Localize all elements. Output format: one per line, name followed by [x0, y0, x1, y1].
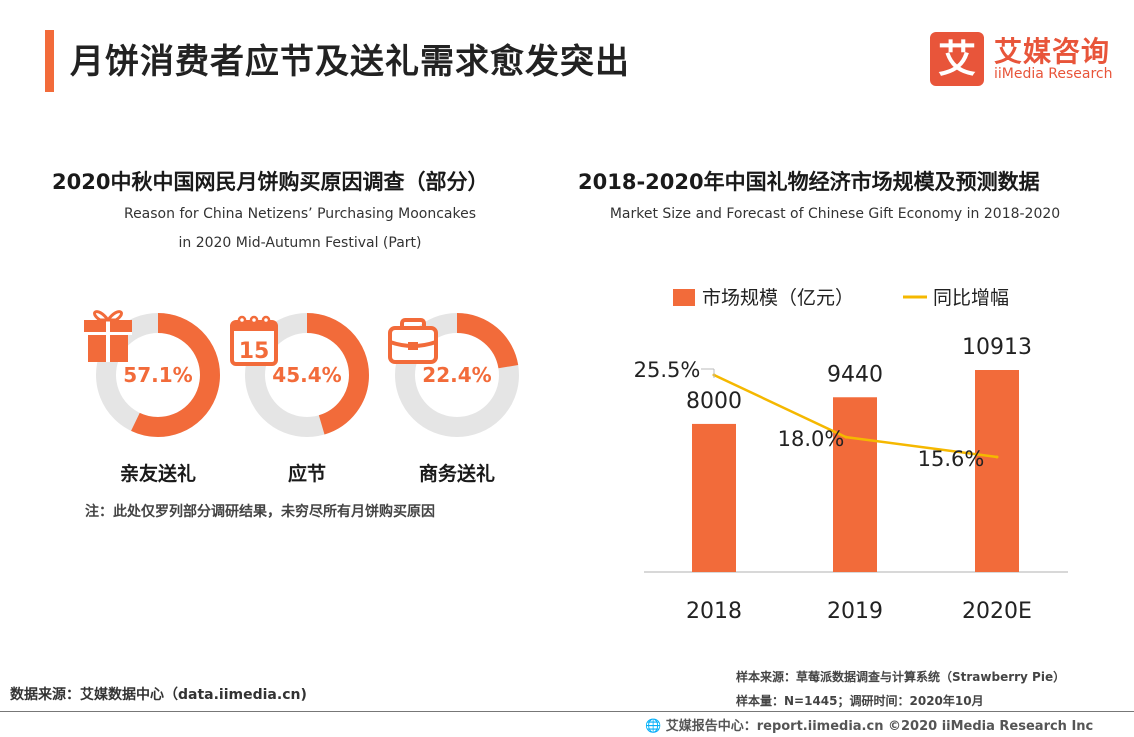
- donut-value-business: 22.4%: [422, 363, 491, 387]
- donut-label-business: 商务送礼: [418, 463, 495, 485]
- growth-point-2019: [844, 435, 848, 439]
- growth-value-label-2020E: 15.6%: [918, 447, 985, 471]
- legend-bar-label: 市场规模（亿元）: [702, 287, 854, 309]
- bar-2019: [833, 397, 877, 572]
- gift-icon: [84, 310, 132, 362]
- footer-divider: [0, 711, 1134, 712]
- donut-value-festival: 45.4%: [272, 363, 341, 387]
- x-tick-label-2018: 2018: [686, 599, 742, 624]
- bar-2020E: [975, 370, 1019, 572]
- bar-value-label-2019: 9440: [827, 362, 883, 387]
- donut-charts: 57.1% 45.4% 22.4% 15: [84, 310, 519, 437]
- right-section-subtitle: Market Size and Forecast of Chinese Gift…: [609, 206, 1061, 222]
- sample-size: 样本量：N=1445；调研时间：2020年10月: [736, 694, 984, 708]
- growth-value-label-2019: 18.0%: [778, 427, 845, 451]
- donut-label-festival: 应节: [287, 463, 326, 485]
- sample-source: 样本来源：草莓派数据调查与计算系统（Strawberry Pie）: [736, 670, 1066, 684]
- legend-bar-swatch: [673, 289, 695, 306]
- donut-arc-business: [395, 313, 519, 437]
- donut-arc-festival: [245, 313, 369, 437]
- bar-value-label-2018: 8000: [686, 389, 742, 414]
- briefcase-icon: [388, 318, 438, 364]
- calendar-icon: 15: [230, 315, 278, 366]
- donut-value-gift: 57.1%: [123, 363, 192, 387]
- donut-label-gift: 亲友送礼: [119, 463, 196, 485]
- gift-economy-chart: 市场规模（亿元） 同比增幅 8000 2018 9440 2019 10913 2020E…: [634, 287, 1068, 624]
- left-section-title: 2020中秋中国网民月饼购买原因调查（部分）: [52, 170, 489, 194]
- logo-name-cn: 艾媒咨询: [994, 35, 1111, 68]
- footer-copyright: 🌐 艾媒报告中心：report.iimedia.cn ©2020 iiMedia…: [645, 715, 1093, 734]
- logo-mark-icon: 艾: [930, 32, 984, 86]
- calendar-icon-day: 15: [239, 339, 270, 364]
- survey-note: 注：此处仅罗列部分调研结果，未穷尽所有月饼购买原因: [85, 504, 435, 520]
- globe-icon: 🌐: [645, 719, 662, 734]
- bar-2018: [692, 423, 736, 572]
- footer-copyright-text: 艾媒报告中心：report.iimedia.cn ©2020 iiMedia R…: [665, 719, 1094, 734]
- x-tick-label-2020E: 2020E: [962, 599, 1032, 624]
- right-section-title: 2018-2020年中国礼物经济市场规模及预测数据: [578, 170, 1040, 194]
- brand-logo: 艾 艾媒咨询 iiMedia Research: [930, 28, 1120, 88]
- growth-point-2020E: [995, 455, 999, 459]
- donut-arc-gift: [96, 313, 220, 437]
- x-tick-label-2019: 2019: [827, 599, 883, 624]
- donut-business: 22.4%: [395, 313, 519, 437]
- left-section-subtitle-line1: Reason for China Netizens’ Purchasing Mo…: [123, 206, 477, 222]
- title-accent-bar: [45, 30, 54, 92]
- page-title: 月饼消费者应节及送礼需求愈发突出: [70, 42, 630, 82]
- chart-legend: 市场规模（亿元） 同比增幅: [673, 287, 1009, 309]
- donut-gift: 57.1%: [96, 313, 220, 437]
- data-source: 数据来源：艾媒数据中心（data.iimedia.cn): [10, 687, 307, 703]
- donut-festival: 45.4%: [245, 313, 369, 437]
- legend-line-label: 同比增幅: [933, 287, 1009, 309]
- growth-value-label-2018: 25.5%: [634, 358, 701, 382]
- logo-name-en: iiMedia Research: [994, 66, 1113, 82]
- bar-value-label-2020E: 10913: [962, 335, 1032, 360]
- left-section-subtitle-line2: in 2020 Mid-Autumn Festival (Part): [178, 235, 422, 251]
